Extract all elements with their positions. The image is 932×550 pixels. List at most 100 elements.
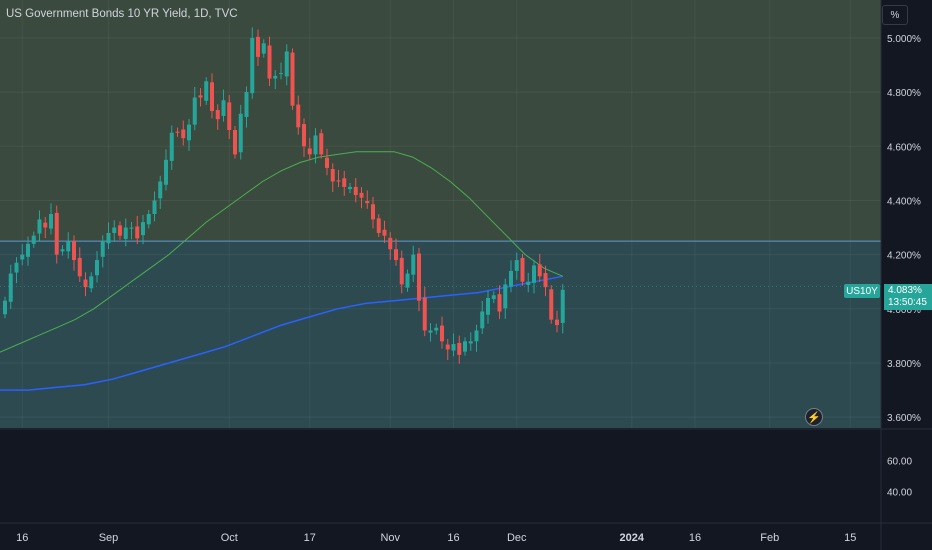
- x-tick-label: Feb: [760, 532, 779, 544]
- x-tick-label: 2024: [620, 532, 645, 544]
- candle: [290, 48, 295, 110]
- candle: [336, 169, 341, 188]
- candle: [158, 175, 163, 209]
- candle: [221, 89, 226, 122]
- last-price-tag: 4.083% 13:50:45: [884, 284, 932, 310]
- candle: [164, 149, 168, 191]
- candle: [66, 232, 71, 259]
- candle: [325, 148, 329, 176]
- x-tick-label: Dec: [507, 532, 527, 544]
- candle: [54, 205, 59, 264]
- candle: [210, 73, 214, 119]
- candle: [256, 29, 260, 66]
- candle: [31, 231, 36, 248]
- candle: [388, 232, 393, 260]
- candle: [353, 177, 358, 203]
- candle: [60, 245, 65, 256]
- candle: [146, 209, 151, 229]
- candle: [348, 182, 352, 194]
- candle: [394, 238, 398, 266]
- indicator-pane: 60.00 40.00: [0, 428, 932, 498]
- candle: [296, 95, 301, 135]
- candle: [468, 332, 473, 351]
- candle: [405, 269, 410, 292]
- candle: [187, 118, 191, 151]
- candle: [411, 245, 416, 282]
- symbol-tag: US10Y: [844, 284, 880, 298]
- candle: [537, 253, 542, 282]
- chart-title: US Government Bonds 10 YR Yield, 1D, TVC: [6, 8, 238, 20]
- price-axis[interactable]: 5.000% 4.800% 4.600% 4.400% 4.200% 4.000% 3.80…: [880, 0, 932, 550]
- candle: [250, 27, 255, 99]
- candle: [49, 203, 53, 235]
- candle: [238, 104, 243, 160]
- candle: [261, 39, 266, 58]
- moving-average-fast: [0, 151, 563, 353]
- candle: [43, 216, 48, 239]
- candle: [549, 285, 554, 324]
- y-tick-label: 4.400%: [887, 196, 921, 207]
- candle: [273, 70, 278, 90]
- candle: [417, 247, 421, 312]
- candlestick-series: [3, 27, 565, 364]
- candle: [422, 286, 427, 337]
- candle: [560, 284, 565, 334]
- candle: [227, 95, 232, 139]
- candle: [474, 324, 479, 352]
- candle: [169, 125, 174, 170]
- moving-average-slow: [0, 275, 563, 391]
- candle: [175, 127, 180, 137]
- x-tick-label: Nov: [380, 532, 400, 544]
- candle: [330, 163, 335, 193]
- candle: [307, 137, 312, 161]
- x-tick-label: Sep: [99, 532, 119, 544]
- lightning-icon[interactable]: ⚡: [805, 408, 823, 426]
- unit-toggle-button[interactable]: %: [882, 5, 908, 25]
- candle: [279, 62, 283, 80]
- candle: [83, 272, 88, 297]
- candle: [302, 118, 306, 157]
- candle: [532, 259, 536, 294]
- upper-zone: [0, 0, 881, 242]
- y-tick-label: 5.000%: [887, 34, 921, 45]
- candle: [198, 88, 203, 107]
- candle: [37, 210, 42, 241]
- bar-countdown: 13:50:45: [888, 297, 927, 308]
- candle: [141, 214, 145, 245]
- y-tick-label: 3.800%: [887, 359, 921, 370]
- candle: [14, 257, 19, 284]
- candle: [491, 291, 496, 304]
- candle: [123, 218, 128, 247]
- candle: [503, 278, 508, 319]
- candle: [359, 187, 364, 209]
- x-tick-label: 17: [304, 532, 316, 544]
- indicator-tick-label: 60.00: [887, 457, 912, 468]
- candle: [204, 77, 209, 105]
- candle: [95, 251, 99, 283]
- candle: [497, 285, 502, 319]
- candle: [434, 323, 439, 335]
- candle: [135, 215, 140, 245]
- x-tick-label: 16: [689, 532, 701, 544]
- candle: [509, 260, 513, 293]
- candle: [480, 300, 485, 335]
- candle: [451, 333, 456, 357]
- candle: [284, 44, 289, 86]
- candle: [543, 265, 548, 297]
- candle: [129, 221, 134, 240]
- candle: [313, 128, 318, 164]
- candle: [20, 244, 25, 266]
- time-axis[interactable]: 16 Sep Oct 17 Nov 16 Dec 2024 16 Feb 15: [0, 522, 932, 544]
- candle: [440, 316, 444, 349]
- last-price-value: 4.083%: [888, 285, 922, 296]
- candle: [152, 191, 157, 222]
- y-tick-label: 4.000%: [887, 305, 921, 316]
- candle: [77, 247, 82, 282]
- candle: [526, 272, 531, 293]
- candle: [382, 220, 387, 243]
- x-tick-label: 15: [844, 532, 856, 544]
- candle: [445, 338, 450, 361]
- candle: [3, 296, 7, 319]
- candle: [181, 120, 186, 146]
